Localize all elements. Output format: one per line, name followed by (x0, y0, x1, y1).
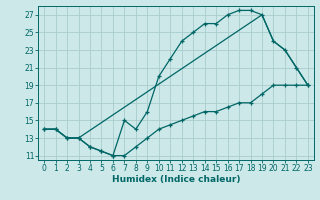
X-axis label: Humidex (Indice chaleur): Humidex (Indice chaleur) (112, 175, 240, 184)
